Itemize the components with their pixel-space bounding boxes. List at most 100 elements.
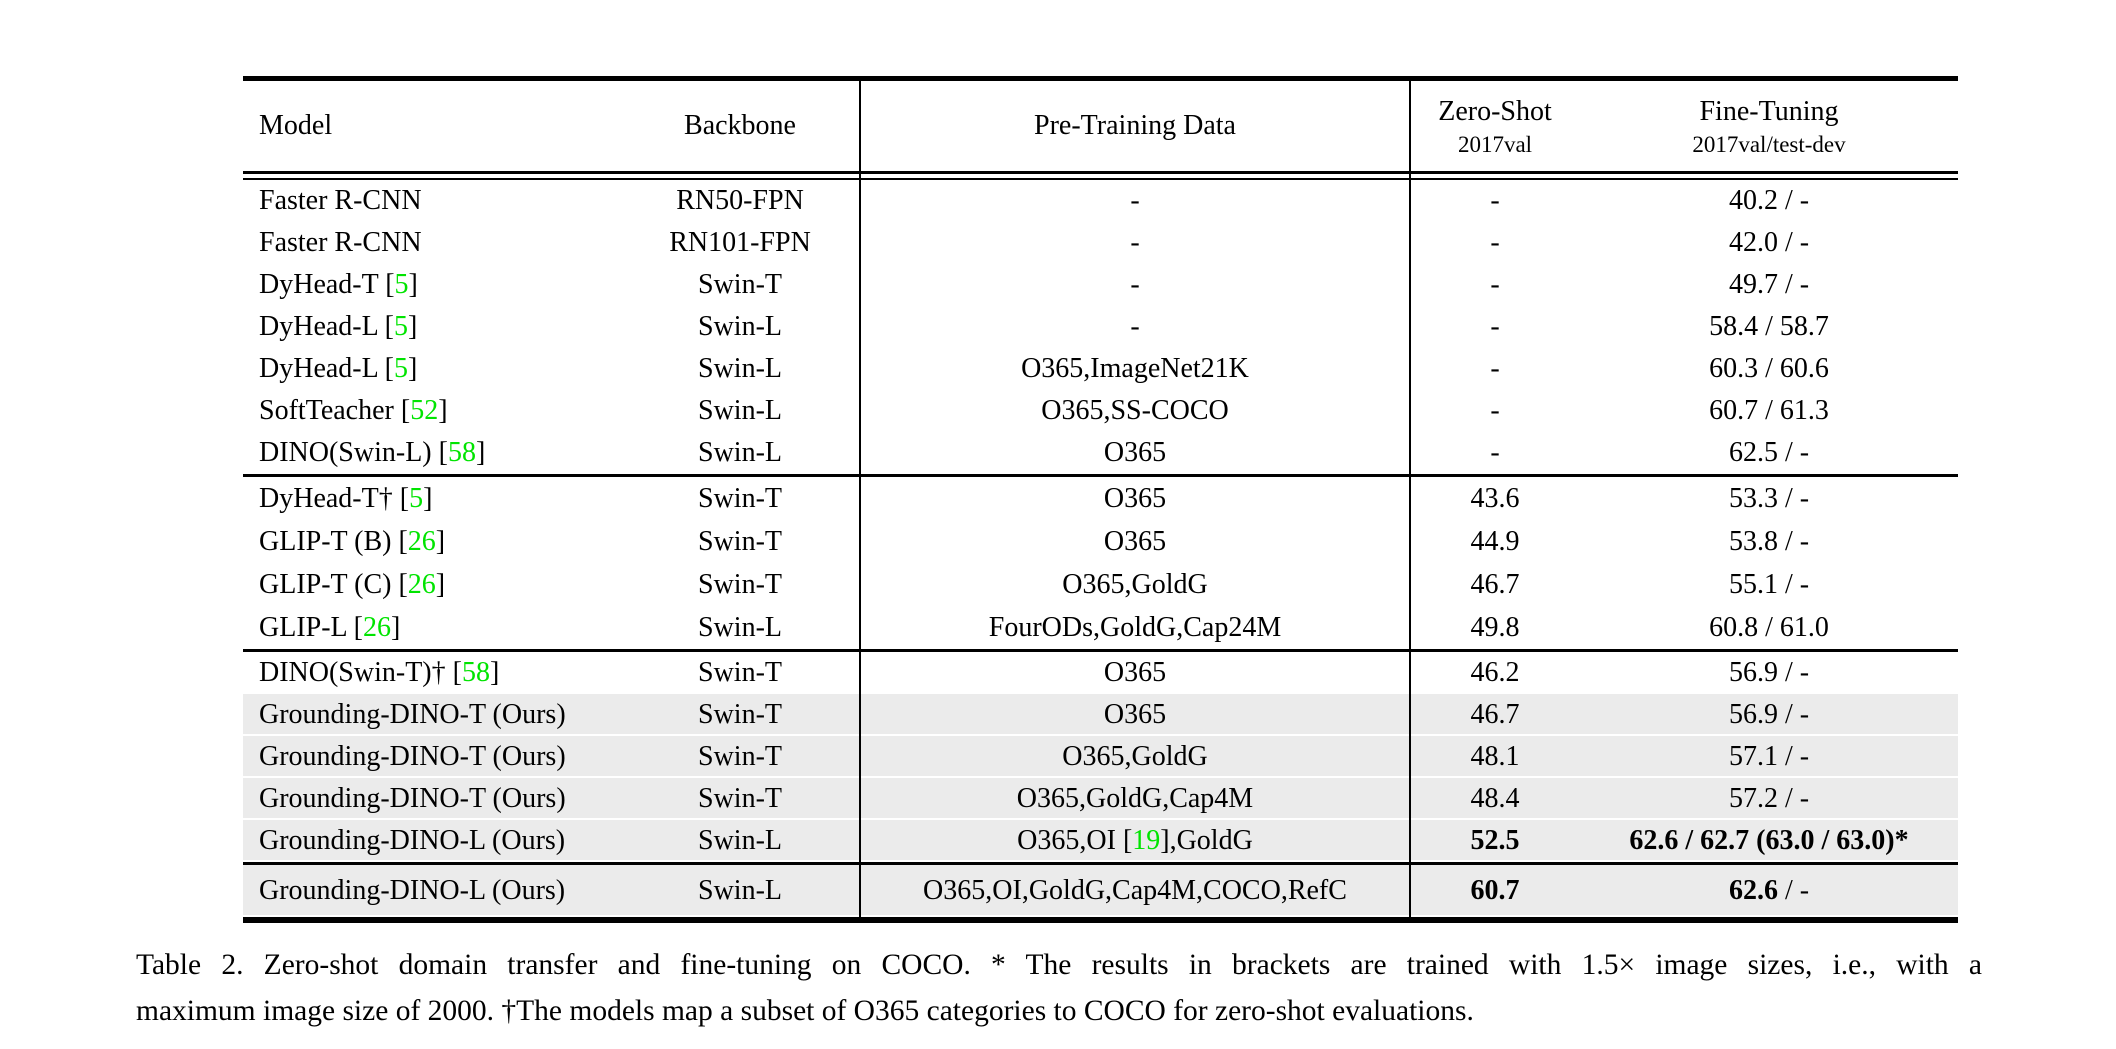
cell-zeroshot: - xyxy=(1410,222,1580,264)
rule-section-3 xyxy=(243,862,1958,865)
text-segment: O365 xyxy=(1103,699,1167,730)
text-segment: Swin-T xyxy=(698,526,782,557)
cell-pretrain: O365 xyxy=(860,477,1410,520)
citation-link[interactable]: 58 xyxy=(461,657,490,688)
text-segment: Swin-L xyxy=(698,395,782,426)
citation-link[interactable]: 26 xyxy=(362,612,391,643)
cell-backbone: RN50-FPN xyxy=(620,180,860,222)
text-segment: DyHead-T† [ xyxy=(259,483,410,514)
cell-pretrain: - xyxy=(860,222,1410,264)
text-segment: O365 xyxy=(1103,657,1167,688)
text-segment: 43.6 xyxy=(1470,483,1520,514)
text-segment: O365,ImageNet21K xyxy=(1021,353,1249,384)
table-row: SoftTeacher [52] Swin-L O365,SS-COCO - 60.7 … xyxy=(243,390,1958,432)
cell-pretrain: FourODs,GoldG,Cap24M xyxy=(860,606,1410,649)
cell-pretrain: O365,OI [19],GoldG xyxy=(860,820,1410,862)
text-segment: O365,SS-COCO xyxy=(1041,395,1229,426)
table-row: Grounding-DINO-L (Ours) Swin-L O365,OI,Gol… xyxy=(243,865,1958,917)
text-segment: DINO(Swin-T)† [ xyxy=(259,657,462,688)
cell-model: DyHead-T† [5] xyxy=(243,477,620,520)
col-header-zeroshot-sub: 2017val xyxy=(1457,132,1533,157)
text-segment: 52.5 xyxy=(1470,825,1520,856)
cell-backbone: Swin-L xyxy=(620,390,860,432)
text-segment: 42.0 / - xyxy=(1728,227,1810,258)
cell-finetune: 60.8 / 61.0 xyxy=(1580,606,1958,649)
cell-pretrain: O365 xyxy=(860,652,1410,694)
text-segment: Swin-T xyxy=(698,657,782,688)
rule-section-2 xyxy=(243,649,1958,652)
cell-zeroshot: 48.1 xyxy=(1410,736,1580,778)
citation-link[interactable]: 5 xyxy=(409,483,424,514)
text-segment: O365,OI [ xyxy=(1017,825,1133,856)
citation-link[interactable]: 58 xyxy=(447,437,476,468)
text-segment: 60.3 / 60.6 xyxy=(1709,353,1829,384)
text-segment: DyHead-T [ xyxy=(259,269,395,300)
text-segment: - xyxy=(1490,395,1500,426)
text-segment: 62.5 / - xyxy=(1728,437,1810,468)
col-header-finetune-title: Fine-Tuning xyxy=(1699,96,1839,127)
cell-finetune: 49.7 / - xyxy=(1580,264,1958,306)
cell-model: Faster R-CNN xyxy=(243,222,620,264)
citation-link[interactable]: 5 xyxy=(394,269,409,300)
table-caption: Table 2. Zero-shot domain transfer and f… xyxy=(136,942,1982,1034)
text-segment: Swin-T xyxy=(698,783,782,814)
cell-model: GLIP-T (C) [26] xyxy=(243,563,620,606)
cell-finetune: 55.1 / - xyxy=(1580,563,1958,606)
cell-zeroshot: - xyxy=(1410,390,1580,432)
table-row: DINO(Swin-T)† [58] Swin-T O365 46.2 56.9 / - xyxy=(243,652,1958,694)
col-header-finetune: Fine-Tuning 2017val/test-dev xyxy=(1580,93,1958,159)
text-segment: ] xyxy=(475,437,486,468)
cell-finetune: 53.8 / - xyxy=(1580,520,1958,563)
cell-finetune: 56.9 / - xyxy=(1580,694,1958,736)
text-segment: 53.8 / - xyxy=(1728,526,1810,557)
text-segment: 46.2 xyxy=(1470,657,1520,688)
column-rule-pretrain-zeroshot xyxy=(1409,76,1411,923)
text-segment: - xyxy=(1490,269,1500,300)
cell-model: Grounding-DINO-L (Ours) xyxy=(243,865,620,917)
text-segment: O365,GoldG xyxy=(1062,569,1208,600)
text-segment: Swin-L xyxy=(698,437,782,468)
text-segment: 62.6 / 62.7 (63.0 / 63.0)* xyxy=(1629,825,1909,856)
text-segment: O365 xyxy=(1103,483,1167,514)
cell-zeroshot: 46.7 xyxy=(1410,694,1580,736)
cell-pretrain: O365,GoldG xyxy=(860,563,1410,606)
cell-zeroshot: 52.5 xyxy=(1410,820,1580,862)
text-segment: ] xyxy=(438,395,448,426)
cell-zeroshot: 49.8 xyxy=(1410,606,1580,649)
col-header-zeroshot: Zero-Shot 2017val xyxy=(1410,93,1580,159)
text-segment: O365,GoldG xyxy=(1062,741,1208,772)
text-segment: O365 xyxy=(1103,526,1167,557)
text-segment: 60.7 xyxy=(1470,875,1520,906)
rule-section-1 xyxy=(243,474,1958,477)
cell-finetune: 60.7 / 61.3 xyxy=(1580,390,1958,432)
text-segment: 46.7 xyxy=(1470,699,1520,730)
text-segment: Swin-L xyxy=(698,825,782,856)
text-segment: - xyxy=(1130,311,1140,342)
cell-model: DyHead-L [5] xyxy=(243,348,620,390)
text-segment: / - xyxy=(1777,875,1810,906)
text-segment: Grounding-DINO-T (Ours) xyxy=(259,783,566,814)
text-segment: 56.9 / - xyxy=(1728,657,1810,688)
cell-finetune: 40.2 / - xyxy=(1580,180,1958,222)
cell-model: Grounding-DINO-L (Ours) xyxy=(243,820,620,862)
text-segment: Swin-L xyxy=(698,612,782,643)
citation-link[interactable]: 26 xyxy=(407,569,436,600)
table-section-closed-set: Faster R-CNN RN50-FPN - -40.2 / - Faster R-C… xyxy=(243,180,1958,474)
cell-zeroshot: 46.2 xyxy=(1410,652,1580,694)
cell-zeroshot: - xyxy=(1410,306,1580,348)
citation-link[interactable]: 52 xyxy=(410,395,439,426)
table-row: GLIP-T (C) [26] Swin-T O365,GoldG 46.7 55.1 … xyxy=(243,563,1958,606)
cell-pretrain: O365,GoldG xyxy=(860,736,1410,778)
citation-link[interactable]: 19 xyxy=(1132,825,1161,856)
citation-link[interactable]: 26 xyxy=(407,526,436,557)
citation-link[interactable]: 5 xyxy=(394,353,409,384)
col-header-zeroshot-title: Zero-Shot xyxy=(1438,96,1552,127)
citation-link[interactable]: 5 xyxy=(394,311,409,342)
text-segment: GLIP-T (C) [ xyxy=(259,569,408,600)
table-header-row: Model Backbone Pre-Training Data Zero-Sh… xyxy=(243,81,1958,171)
caption-line-1: Table 2. Zero-shot domain transfer and f… xyxy=(136,949,1982,981)
table-row: GLIP-L [26] Swin-L FourODs,GoldG,Cap24M 49.… xyxy=(243,606,1958,649)
text-segment: Swin-L xyxy=(698,353,782,384)
text-segment: Swin-L xyxy=(698,875,782,906)
cell-backbone: Swin-T xyxy=(620,652,860,694)
